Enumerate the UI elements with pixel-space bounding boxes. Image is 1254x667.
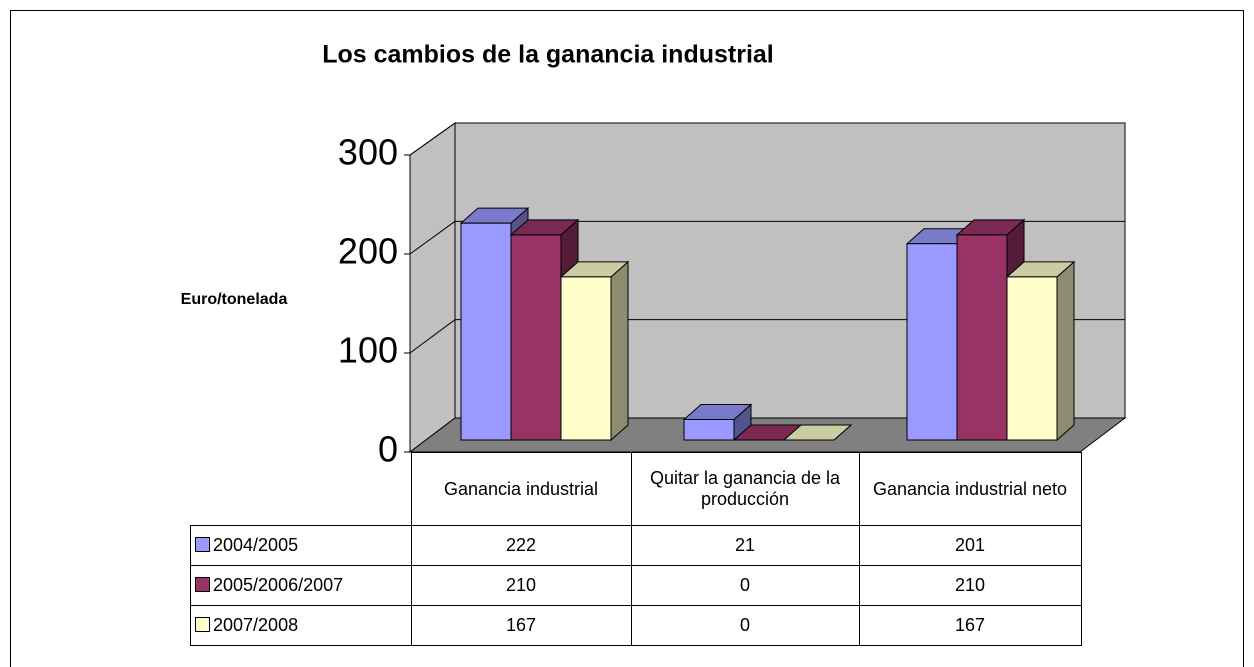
bar [1005, 260, 1076, 442]
legend-swatch [195, 617, 210, 632]
legend-entry: 2004/2005 [190, 525, 412, 566]
grid-line [409, 319, 456, 354]
table-row: 2004/2005 222 21 201 [190, 525, 1082, 566]
y-tick-label: 300 [338, 132, 398, 173]
legend-entry: 2007/2008 [190, 605, 412, 646]
category-label: Ganancia industrial [410, 452, 632, 526]
bar [682, 403, 753, 442]
grid-line [409, 220, 456, 255]
table-value: 0 [630, 565, 860, 606]
grid-line [409, 122, 456, 156]
bar-front [956, 234, 1008, 441]
legend-label: 2005/2006/2007 [213, 575, 344, 595]
legend-label: 2004/2005 [213, 535, 299, 555]
category-label: Ganancia industrial neto [858, 452, 1082, 526]
table-row: 2005/2006/2007 210 0 210 [190, 565, 1082, 606]
legend-swatch [195, 537, 210, 552]
side-wall [409, 122, 456, 454]
table-value: 167 [858, 605, 1082, 646]
bar-front [683, 418, 735, 441]
legend-entry: 2005/2006/2007 [190, 565, 412, 606]
bar [782, 424, 853, 441]
legend-swatch [195, 577, 210, 592]
table-value: 201 [858, 525, 1082, 566]
table-value: 167 [410, 605, 632, 646]
bar-front [560, 276, 612, 441]
table-value: 21 [630, 525, 860, 566]
category-label: Quitar la ganancia de la producción [630, 452, 860, 526]
bar-side [610, 260, 629, 442]
legend-label: 2007/2008 [213, 615, 299, 635]
bar-side [1056, 260, 1075, 442]
table-header-row: Ganancia industrial Quitar la ganancia de… [191, 452, 1082, 526]
bar-front [1006, 276, 1058, 441]
table-value: 210 [858, 565, 1082, 606]
y-axis-label: Euro/tonelada [181, 291, 288, 308]
y-tick-label: 200 [338, 231, 398, 272]
y-tick-label: 0 [378, 429, 398, 470]
bar-front [510, 234, 562, 441]
chart-title: Los cambios de la ganancia industrial [322, 41, 774, 69]
data-table: Ganancia industrial Quitar la ganancia de… [190, 452, 1082, 646]
table-value: 222 [410, 525, 632, 566]
bar-front [460, 222, 512, 441]
table-row: 2007/2008 167 0 167 [190, 605, 1082, 646]
bar [559, 260, 630, 442]
y-tick-label: 100 [338, 330, 398, 371]
bar-top [782, 424, 853, 441]
bar-front [906, 243, 958, 441]
table-value: 0 [630, 605, 860, 646]
table-corner [191, 453, 412, 526]
table-value: 210 [410, 565, 632, 606]
